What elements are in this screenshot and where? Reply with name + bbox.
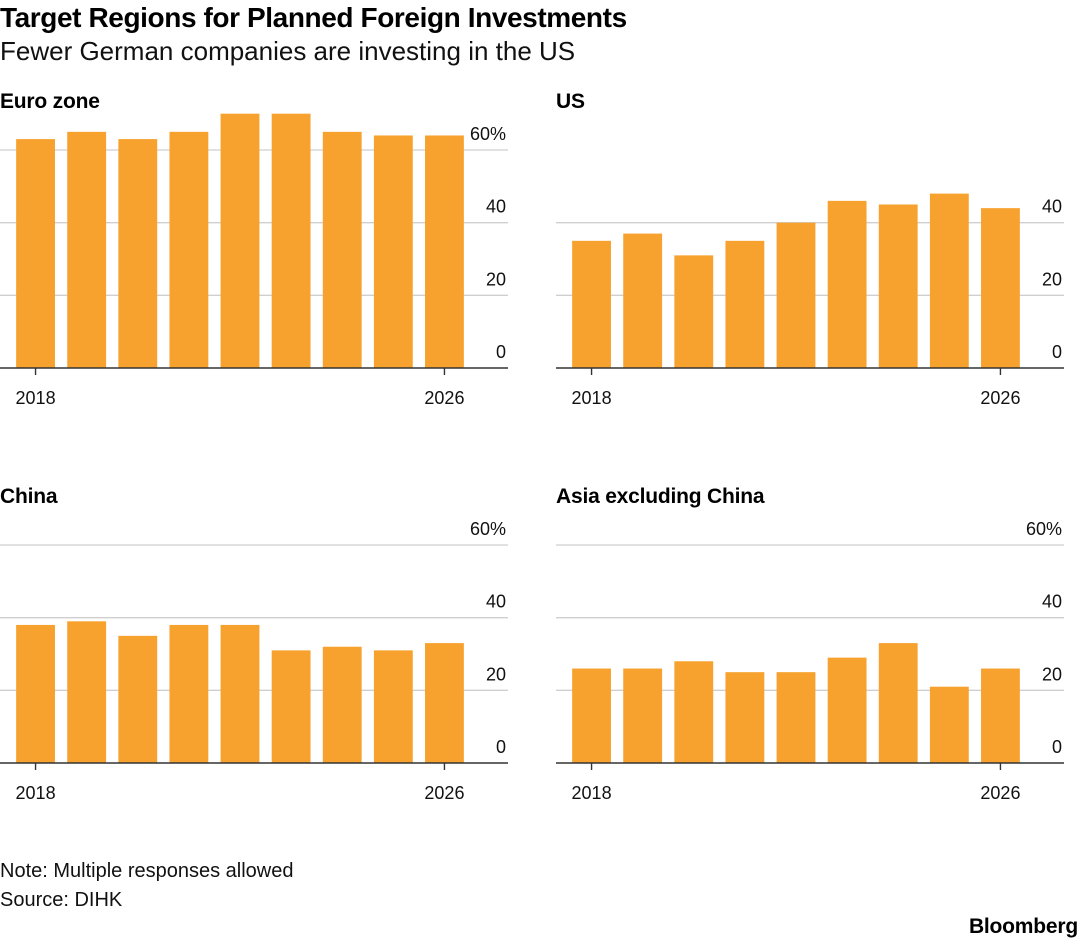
panel-title: Euro zone: [0, 90, 100, 113]
bar: [169, 131, 209, 368]
bar: [322, 646, 362, 763]
y-tick-label: 40: [1042, 197, 1062, 217]
panel-asia-excluding-china: Asia excluding China 0 20 40 60% 2018 2026: [556, 485, 1080, 815]
bar: [373, 135, 413, 368]
bar: [827, 657, 867, 763]
footnote: Note: Multiple responses allowed: [0, 860, 294, 882]
y-tick-label: 40: [1042, 592, 1062, 612]
y-tick-label: 20: [486, 664, 506, 684]
bar: [16, 624, 55, 763]
bar: [981, 668, 1020, 763]
x-tick-label: 2018: [572, 783, 612, 803]
chart-subtitle: Fewer German companies are investing in …: [0, 36, 576, 66]
bar: [67, 131, 107, 368]
chart-title: Target Regions for Planned Foreign Inves…: [0, 2, 627, 33]
bar: [322, 131, 362, 368]
bar: [220, 624, 260, 763]
panel-euro-zone: Euro zone 0 20 40 60% 2018 2026: [0, 90, 540, 420]
y-tick-label: 0: [496, 737, 506, 757]
source-note: Source: DIHK: [0, 889, 123, 911]
x-tick-label: 2018: [16, 388, 56, 408]
bar-chart-china: 0 20 40 60% 2018 2026: [0, 519, 508, 803]
bar: [67, 621, 107, 763]
bar-chart-us: 0 20 40 2018 2026: [556, 193, 1064, 408]
bar: [118, 139, 158, 368]
bar: [725, 240, 765, 368]
bar: [929, 686, 969, 763]
y-tick-label: 20: [1042, 269, 1062, 289]
y-tick-label: 40: [486, 592, 506, 612]
y-tick-label: 20: [486, 269, 506, 289]
bar: [271, 113, 311, 369]
x-tick-label: 2018: [572, 388, 612, 408]
y-tick-label: 60%: [470, 519, 506, 539]
y-tick-label: 60%: [470, 124, 506, 144]
bar: [674, 255, 714, 368]
bar: [776, 672, 816, 763]
bar: [827, 200, 867, 368]
bloomberg-logo: Bloomberg: [968, 915, 1078, 938]
bar: [425, 643, 464, 763]
y-tick-label: 60%: [1026, 519, 1062, 539]
bar: [623, 668, 663, 763]
bar: [674, 661, 714, 763]
bar: [16, 139, 55, 368]
bar: [623, 233, 663, 368]
bar: [929, 193, 969, 368]
bar: [776, 222, 816, 368]
x-tick-label: 2026: [980, 783, 1020, 803]
y-tick-label: 20: [1042, 664, 1062, 684]
panel-title: China: [0, 485, 58, 508]
bar: [725, 672, 765, 763]
bar: [169, 624, 209, 763]
x-tick-label: 2026: [424, 783, 464, 803]
bar: [373, 650, 413, 763]
y-tick-label: 40: [486, 197, 506, 217]
bar: [878, 204, 918, 368]
x-tick-label: 2026: [980, 388, 1020, 408]
x-tick-label: 2018: [16, 783, 56, 803]
panel-us: US 0 20 40 2018 2026: [556, 90, 1080, 420]
y-tick-label: 0: [496, 342, 506, 362]
panel-title: Asia excluding China: [556, 485, 765, 508]
bar-chart-euro-zone: 0 20 40 60% 2018 2026: [0, 113, 508, 408]
bar: [425, 135, 464, 368]
y-tick-label: 0: [1052, 342, 1062, 362]
bar: [220, 113, 260, 369]
y-tick-label: 0: [1052, 737, 1062, 757]
bar: [118, 635, 158, 763]
bar: [572, 668, 611, 763]
bar: [572, 240, 611, 368]
x-tick-label: 2026: [424, 388, 464, 408]
panel-title: US: [556, 90, 585, 113]
panel-china: China 0 20 40 60% 2018 2026: [0, 485, 540, 815]
bar: [981, 208, 1020, 368]
bar-chart-asia-excluding-china: 0 20 40 60% 2018 2026: [556, 519, 1064, 803]
bar: [878, 643, 918, 763]
bar: [271, 650, 311, 763]
